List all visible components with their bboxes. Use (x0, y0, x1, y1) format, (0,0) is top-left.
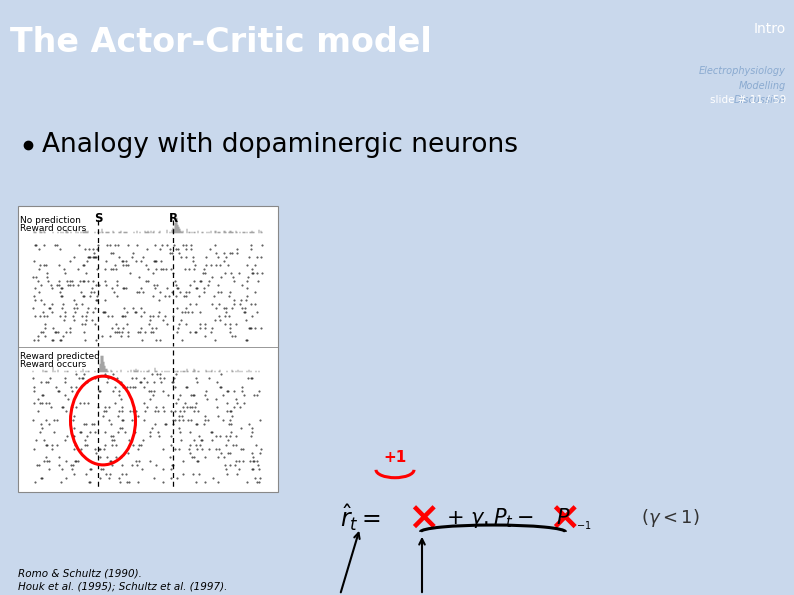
Text: +1: +1 (384, 449, 407, 465)
Text: S: S (94, 212, 102, 224)
Text: Modelling: Modelling (738, 80, 786, 90)
Text: The Actor-Critic model: The Actor-Critic model (10, 26, 431, 60)
Text: $\mathbf{\times}$: $\mathbf{\times}$ (407, 499, 437, 537)
Text: $\hat{r}_t =$: $\hat{r}_t =$ (340, 503, 380, 534)
Text: $(\gamma < 1)$: $(\gamma < 1)$ (641, 507, 700, 529)
Text: $P$: $P$ (556, 508, 570, 528)
Text: Analogy with dopaminergic neurons: Analogy with dopaminergic neurons (42, 131, 518, 158)
Text: Houk et al. (1995); Schultz et al. (1997).: Houk et al. (1995); Schultz et al. (1997… (18, 581, 227, 591)
Bar (18, 206, 278, 491)
Text: R: R (168, 212, 178, 224)
Text: Electrophysiology: Electrophysiology (700, 65, 786, 76)
Text: Romo & Schultz (1990).: Romo & Schultz (1990). (18, 568, 142, 578)
Text: $_{-1}$: $_{-1}$ (576, 518, 592, 532)
Text: $\mathbf{\times}$: $\mathbf{\times}$ (548, 499, 578, 537)
Text: Discussion: Discussion (734, 95, 786, 105)
Text: $+ \  \gamma . P_t -$: $+ \ \gamma . P_t -$ (446, 506, 534, 530)
Text: Reward occurs: Reward occurs (20, 361, 87, 369)
Text: Reward occurs: Reward occurs (20, 224, 87, 233)
Text: slide # 11 / 59: slide # 11 / 59 (710, 95, 786, 105)
Text: Reward predicted: Reward predicted (20, 352, 100, 361)
Text: No prediction: No prediction (20, 215, 81, 224)
Text: Intro: Intro (754, 23, 786, 36)
